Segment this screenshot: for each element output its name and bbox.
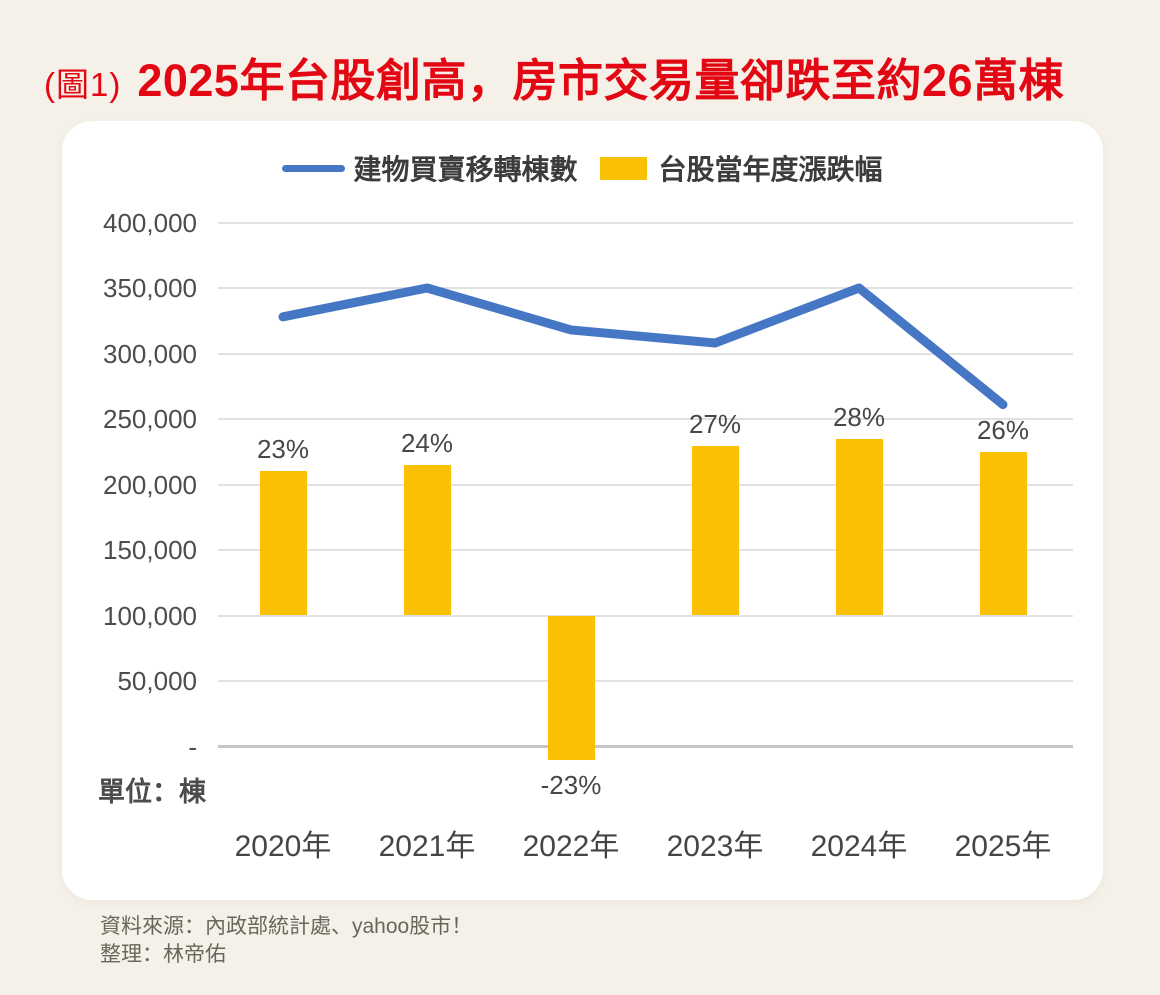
line-swatch-icon (282, 164, 346, 172)
chart-card: 建物買賣移轉棟數 台股當年度漲跌幅 單位：棟 400,000 350,000 300… (62, 121, 1103, 900)
bar-value-label: 23% (256, 433, 310, 464)
x-tick-label: 2020年 (234, 830, 332, 863)
x-tick-label: 2024年 (810, 830, 908, 863)
legend-label-line-series: 建物買賣移轉棟數 (353, 154, 578, 185)
figure-title: (圖1) 2025年台股創高，房市交易量卻跌至約26萬棟 (44, 44, 1144, 110)
bar-2024年 (835, 439, 883, 616)
y-tick-label: 250,000 (103, 404, 197, 434)
y-tick-label: 150,000 (103, 535, 197, 565)
unit-label: 單位：棟 (98, 777, 206, 807)
bar-value-label: 28% (832, 402, 886, 433)
gridline (218, 549, 1073, 551)
source-note: 資料來源：內政部統計處、yahoo股市！ 整理：林帝佑 (100, 913, 472, 969)
y-tick-label: 50,000 (117, 666, 197, 696)
bar-2023年 (691, 445, 739, 616)
bar-value-label: 26% (976, 415, 1030, 445)
trend-line (278, 283, 1008, 410)
bar-2025年 (979, 452, 1027, 616)
chart-legend: 建物買賣移轉棟數 台股當年度漲跌幅 (62, 151, 1103, 185)
gridline (218, 680, 1073, 682)
legend-label-bar-series: 台股當年度漲跌幅 (658, 154, 883, 185)
gridline (218, 483, 1073, 486)
y-tick-label: - (188, 731, 197, 762)
x-tick-label: 2022年 (522, 830, 620, 863)
y-tick-label: 350,000 (103, 273, 197, 303)
legend-item-bar-series: 台股當年度漲跌幅 (599, 148, 883, 188)
y-tick-label: 300,000 (103, 338, 197, 369)
gridline (218, 221, 1073, 224)
page-title: 2025年台股創高，房市交易量卻跌至約26萬棟 (137, 55, 1065, 106)
legend-item-line-series: 建物買賣移轉棟數 (282, 148, 578, 188)
bar-2021年 (403, 464, 451, 616)
bar-value-label: 27% (688, 408, 742, 439)
x-axis-line (218, 745, 1073, 748)
bar-value-label: -23% (540, 770, 602, 801)
source-line: 資料來源：內政部統計處、yahoo股市！ (100, 915, 473, 938)
bar-value-label: 24% (400, 427, 454, 458)
x-tick-label: 2025年 (954, 830, 1052, 863)
y-tick-label: 200,000 (103, 469, 197, 500)
figure-number-label: (圖1) (44, 66, 122, 103)
gridline (218, 352, 1073, 355)
bar-2020年 (259, 470, 307, 616)
gridline (218, 287, 1073, 289)
x-tick-label: 2021年 (378, 830, 476, 863)
x-tick-label: 2023年 (666, 830, 764, 863)
y-tick-label: 400,000 (103, 207, 197, 238)
y-tick-label: 100,000 (103, 600, 197, 631)
combo-chart: 單位：棟 400,000 350,000 300,000 250,000 200,000… (62, 121, 1103, 900)
gridline (218, 614, 1073, 617)
bar-swatch-icon (599, 156, 647, 180)
editor-line: 整理：林帝佑 (100, 943, 226, 966)
gridline (218, 418, 1073, 420)
bar-2022年 (547, 615, 595, 761)
